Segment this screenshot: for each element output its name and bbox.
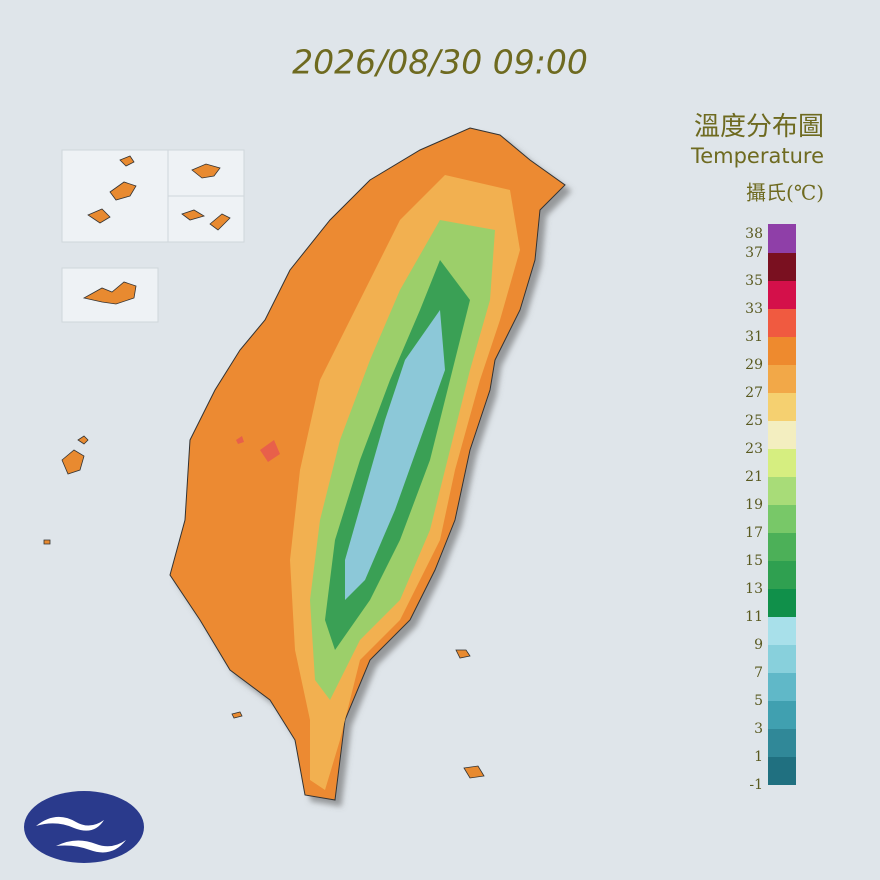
legend-title: 溫度分布圖 [694,112,824,142]
logo-mark [36,816,126,853]
legend-tick-label: 15 [745,553,763,569]
legend-band [768,533,796,561]
legend-band [768,449,796,477]
timestamp: 2026/08/30 09:00 [292,43,588,82]
hot-spots [236,436,280,462]
legend-tick-label: 11 [745,609,763,625]
legend-tick-label: 1 [754,749,763,765]
legend-unit: 攝氏(℃) [746,181,824,205]
legend-tick-label: 31 [745,329,763,345]
legend-tick-label: 21 [745,469,763,485]
legend-band [768,701,796,729]
legend-band [768,505,796,533]
legend-band [768,365,796,393]
legend-band [768,309,796,337]
legend-subtitle: Temperature [690,144,824,168]
legend-band [768,617,796,645]
legend-band [768,729,796,757]
legend-tick-label: 25 [745,413,763,429]
legend-tick-label: 37 [745,245,763,261]
legend-tick-label: 29 [745,357,763,373]
legend-band [768,477,796,505]
legend-tick-label: 9 [754,637,763,653]
legend-band [768,337,796,365]
legend-tick-label: 3 [754,721,763,737]
legend-band [768,673,796,701]
legend-tick-label: 27 [745,385,763,401]
legend-band [768,757,796,785]
legend-tick-label: 17 [745,525,763,541]
legend-band [768,281,796,309]
legend-band [768,253,796,281]
legend-band [768,645,796,673]
legend-tick-label: 19 [745,497,763,513]
legend-band [768,589,796,617]
legend-tick-label: 5 [754,693,763,709]
legend-band [768,421,796,449]
legend-band [768,561,796,589]
islands [43,155,485,779]
legend-tick-label: 7 [754,665,763,681]
legend-tick-label: 13 [745,581,763,597]
legend-tick-label: 23 [745,441,763,457]
legend-tick-label: 33 [745,301,763,317]
high-mountains [345,310,445,600]
legend-band [768,393,796,421]
legend-tick-label: 38 [745,226,763,242]
legend-tick-label: -1 [749,777,763,793]
legend-band [768,224,796,253]
legend-tick-label: 35 [745,273,763,289]
